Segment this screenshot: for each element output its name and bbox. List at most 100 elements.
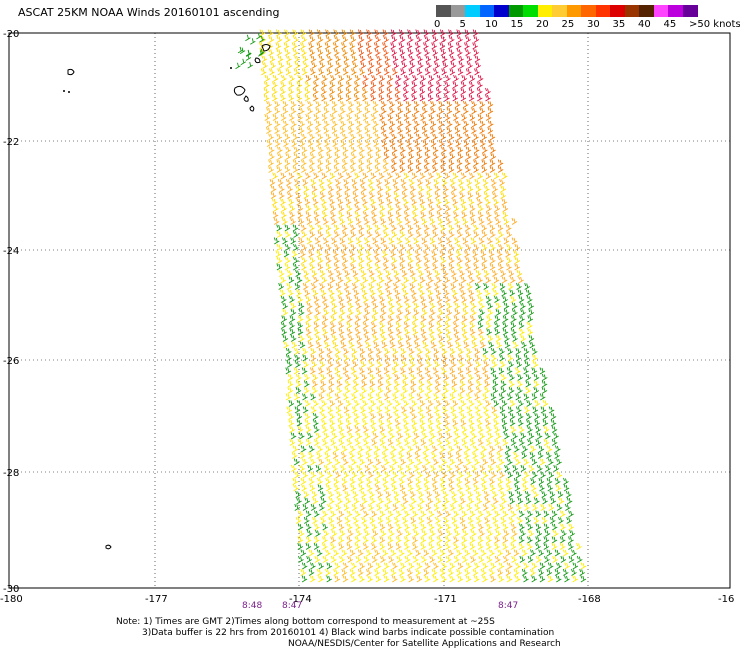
wind-barb	[330, 315, 337, 323]
wind-barb	[365, 139, 371, 147]
wind-barb	[353, 419, 360, 427]
wind-barb	[326, 354, 333, 362]
wind-barb	[489, 484, 496, 492]
wind-barb	[365, 250, 372, 258]
wind-barb	[321, 113, 328, 121]
wind-barb	[475, 490, 482, 498]
wind-barb	[449, 55, 456, 63]
wind-barb	[433, 354, 440, 362]
island-dot	[68, 91, 70, 93]
wind-barb	[370, 113, 377, 121]
wind-barb	[469, 328, 476, 336]
wind-barb	[403, 198, 409, 206]
wind-barb	[475, 185, 482, 193]
wind-barb	[374, 568, 380, 576]
wind-barb	[510, 542, 517, 550]
wind-barb	[393, 490, 400, 498]
latitude-labels: -20-22-24-26-28-30	[3, 29, 19, 595]
wind-barb	[407, 165, 414, 173]
wind-barb	[399, 224, 405, 232]
wind-barb	[457, 152, 464, 160]
wind-barb	[384, 471, 391, 479]
wind-barb	[421, 126, 428, 134]
wind-barb	[364, 100, 371, 108]
wind-barb	[488, 341, 494, 349]
wind-barb	[331, 100, 338, 108]
time-label: 8:47	[498, 601, 519, 611]
wind-barb	[322, 217, 329, 225]
wind-barb	[316, 451, 323, 459]
wind-barb	[460, 497, 466, 505]
wind-barb	[464, 133, 471, 141]
wind-barb	[316, 549, 323, 557]
wind-barb	[547, 575, 554, 583]
wind-barb	[413, 464, 420, 472]
wind-barb	[280, 276, 287, 284]
wind-barb	[342, 367, 349, 375]
wind-barb	[298, 126, 305, 134]
wind-barb	[270, 61, 276, 69]
wind-barb	[412, 542, 418, 550]
wind-barb	[480, 549, 487, 557]
wind-barb	[448, 133, 455, 141]
wind-barb	[554, 477, 561, 485]
wind-barb	[438, 126, 444, 134]
wind-barb	[407, 243, 414, 251]
wind-barb	[343, 393, 349, 401]
wind-barb	[465, 575, 472, 583]
wind-barb	[474, 471, 481, 479]
wind-barb	[353, 516, 359, 524]
wind-barb	[420, 295, 426, 303]
wind-barb	[441, 562, 447, 570]
wind-barb	[501, 497, 507, 505]
wind-barb	[331, 308, 338, 316]
wind-barb	[518, 536, 525, 544]
wind-barb	[400, 562, 406, 570]
wind-barb	[264, 74, 271, 82]
wind-barb	[523, 367, 529, 375]
wind-barb	[309, 230, 316, 238]
wind-barb	[568, 555, 575, 563]
wind-barb	[404, 425, 410, 433]
wind-barb	[527, 328, 533, 336]
wind-barb	[344, 185, 351, 193]
wind-barb	[442, 360, 449, 368]
wind-barb	[476, 412, 483, 420]
wind-barb	[440, 146, 447, 154]
wind-barb	[456, 159, 463, 167]
wind-barb	[319, 406, 325, 414]
wind-barb	[420, 438, 427, 446]
wind-barb	[445, 217, 452, 225]
wind-barb	[362, 542, 369, 550]
wind-barb	[347, 529, 354, 537]
wind-barb	[523, 393, 530, 401]
wind-barb	[435, 419, 442, 427]
wind-barb	[285, 152, 292, 160]
wind-barb	[503, 237, 510, 245]
wind-barb	[510, 438, 517, 446]
wind-barb	[479, 107, 486, 115]
wind-barb	[366, 568, 372, 576]
wind-barb	[298, 334, 305, 342]
wind-barb	[524, 282, 530, 290]
wind-barb	[303, 386, 310, 394]
wind-barb	[519, 555, 526, 563]
wind-barb	[412, 204, 419, 212]
wind-barb	[380, 529, 387, 537]
wind-barb	[537, 451, 544, 459]
wind-barb	[444, 211, 451, 219]
wind-barb	[329, 419, 336, 427]
wind-barb	[324, 451, 331, 459]
wind-barb	[342, 562, 349, 570]
wind-barb	[396, 217, 403, 225]
wind-barb	[417, 406, 424, 414]
wind-barb	[495, 529, 502, 537]
wind-barb	[288, 87, 294, 95]
wind-barb	[294, 55, 300, 63]
wind-barb	[334, 393, 341, 401]
wind-barb	[472, 477, 479, 485]
wind-barb	[395, 81, 401, 89]
wind-barb	[497, 224, 504, 232]
wind-barb	[486, 425, 492, 433]
wind-barb	[334, 152, 341, 160]
